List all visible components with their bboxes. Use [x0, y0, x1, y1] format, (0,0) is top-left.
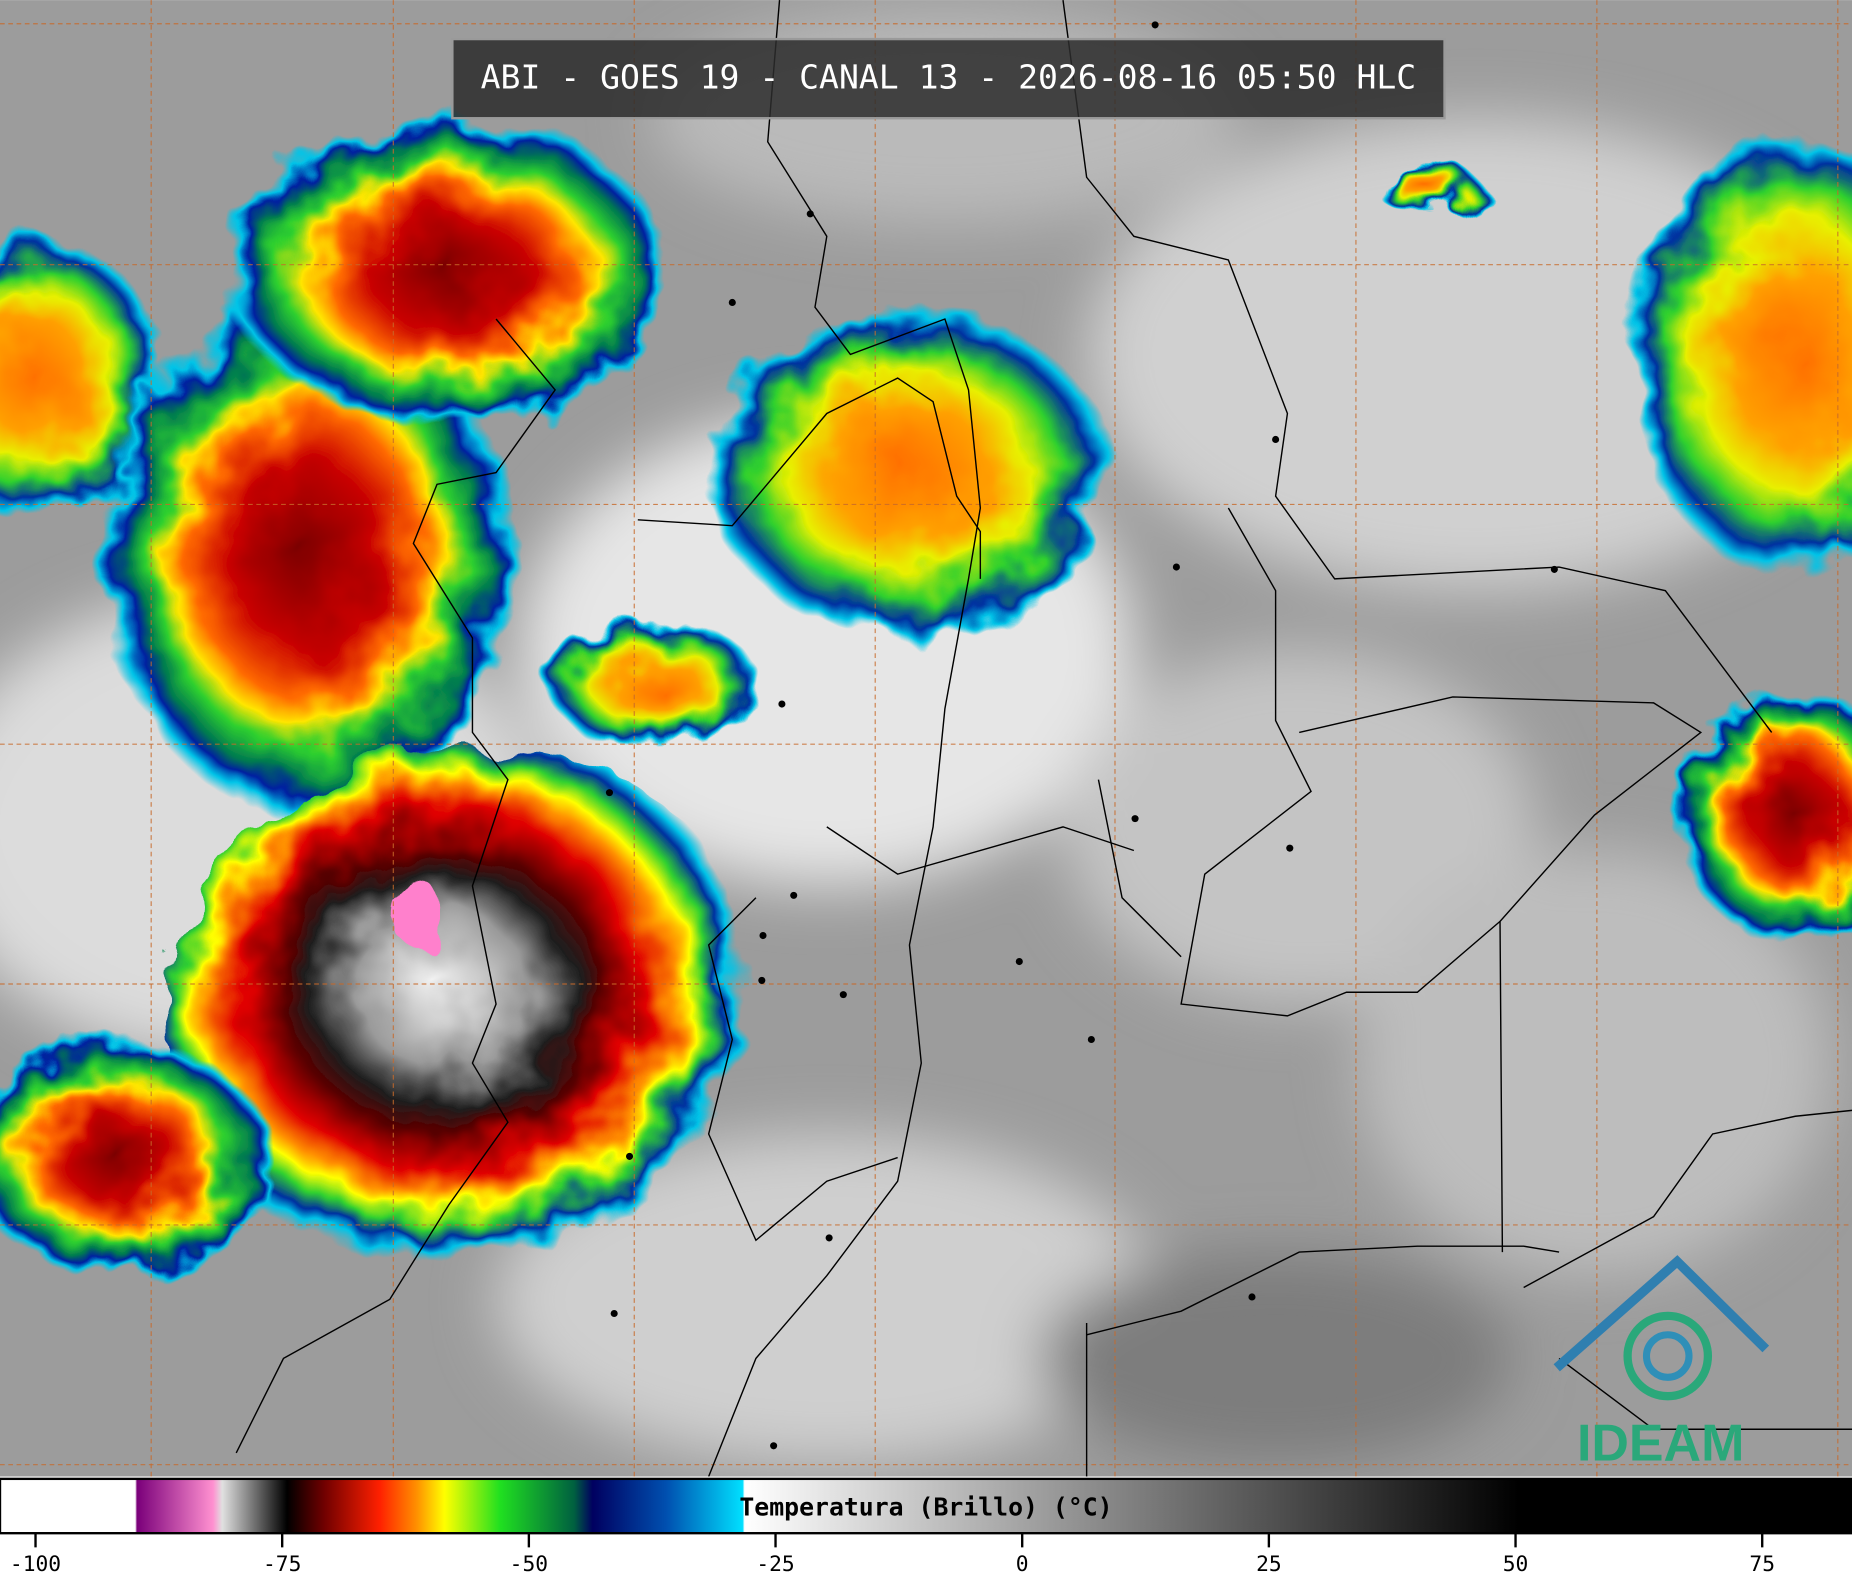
- cities: [605, 21, 1558, 1450]
- tick-label: -75: [263, 1552, 301, 1577]
- logo-text: IDEAM: [1577, 1415, 1744, 1473]
- tick-label: -50: [510, 1552, 548, 1577]
- title-box: [451, 37, 1446, 120]
- tick-label: 75: [1749, 1552, 1775, 1577]
- lat-lon-grid: [0, 0, 1852, 1477]
- borders: [235, 0, 1852, 1477]
- tick-label: -100: [10, 1552, 61, 1577]
- colorbar: [0, 1477, 1852, 1535]
- tick-label: 50: [1503, 1552, 1529, 1577]
- logo: IDEAM: [1553, 1255, 1770, 1473]
- colorbar-label: Temperatura (Brillo) (°C): [739, 1492, 1112, 1521]
- tick-label: 0: [1016, 1552, 1029, 1577]
- tick-label: -25: [756, 1552, 794, 1577]
- colorbar-ticks: -100 -75 -50 -25 0 25 50 75: [10, 1533, 1775, 1577]
- title: ABI - GOES 19 - CANAL 13 - 2026-08-16 05…: [481, 58, 1417, 97]
- storms: [0, 118, 1852, 1288]
- tick-label: 25: [1256, 1552, 1282, 1577]
